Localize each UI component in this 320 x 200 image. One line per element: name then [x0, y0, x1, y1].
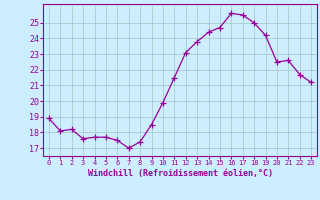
X-axis label: Windchill (Refroidissement éolien,°C): Windchill (Refroidissement éolien,°C) [87, 169, 273, 178]
